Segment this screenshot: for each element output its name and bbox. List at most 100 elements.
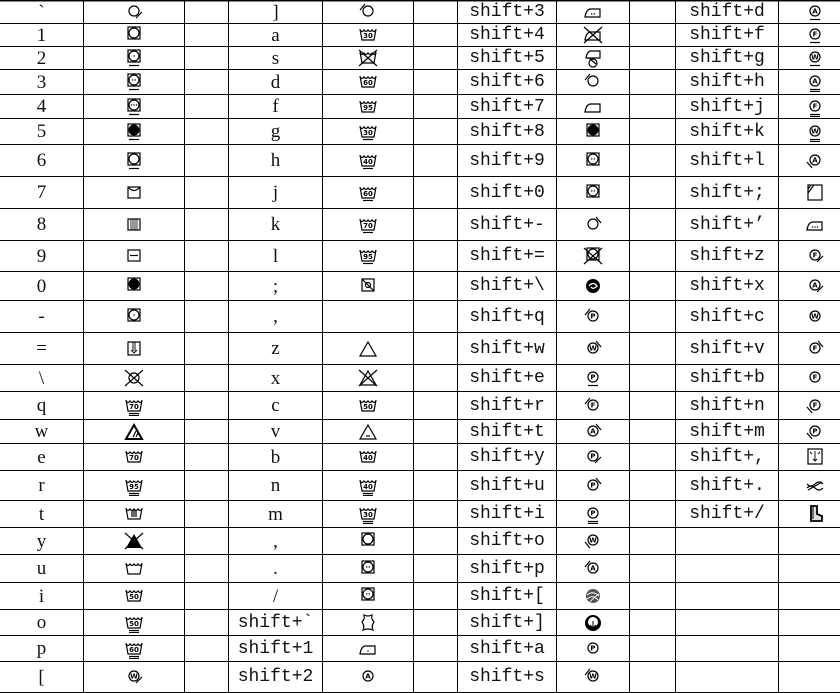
empty-cell: [184, 500, 229, 528]
key-label: 9: [36, 245, 47, 267]
key-cell: shift+[: [457, 582, 557, 610]
symbol-cell: [83, 364, 185, 392]
svg-text:60: 60: [363, 190, 373, 198]
symbol-cell: [778, 635, 840, 662]
key-cell: o: [0, 609, 84, 636]
key-label: 5: [36, 121, 47, 142]
symbol-cell: W: [556, 332, 630, 365]
key-label: ,: [273, 530, 278, 552]
key-cell: 3: [0, 69, 84, 95]
symbol-cell: [778, 527, 840, 555]
line-dry-icon: [127, 185, 141, 199]
key-label: shift+.: [689, 475, 765, 496]
empty-cell: [413, 300, 458, 333]
key-label: shift+l: [689, 150, 765, 171]
symbol-cell: [556, 271, 630, 301]
symbol-cell: 30: [322, 500, 414, 528]
symbol-cell: [83, 527, 185, 555]
symbol-cell: P: [556, 300, 630, 333]
symbol-cell: [556, 46, 630, 70]
key-cell: 0: [0, 271, 84, 301]
key-label: n: [270, 475, 281, 496]
key-label: shift+s: [469, 667, 545, 687]
key-label: shift+n: [689, 395, 765, 416]
symbol-cell: 60: [322, 69, 414, 95]
key-cell: x: [228, 364, 323, 392]
symbol-cell: [556, 176, 630, 209]
empty-cell: [184, 94, 229, 119]
key-cell: shift+i: [457, 500, 557, 528]
empty-cell: [184, 332, 229, 365]
circle-f-icon: F: [808, 371, 821, 383]
empty-cell: [413, 94, 458, 119]
svg-text:50: 50: [363, 403, 373, 411]
key-cell: shift+z: [675, 240, 779, 272]
wash-icon: 50: [125, 589, 143, 602]
symbol-cell: 95: [322, 240, 414, 272]
key-label: shift+t: [469, 421, 545, 442]
key-cell: 7: [0, 176, 84, 209]
symbol-cell: W: [778, 46, 840, 70]
key-label: shift+7: [469, 96, 545, 117]
symbol-cell: 95: [322, 94, 414, 119]
key-label: shift+b: [689, 368, 765, 388]
key-label: shift+y: [469, 447, 545, 467]
key-label: shift+=: [469, 246, 545, 266]
symbol-cell: [83, 332, 185, 365]
symbol-cell: A: [556, 554, 630, 583]
key-label: shift+i: [469, 504, 545, 524]
circle-f-icon: F: [808, 249, 823, 263]
svg-text:A: A: [365, 673, 371, 681]
empty-cell: [184, 271, 229, 301]
symbol-cell: [83, 240, 185, 272]
empty-cell: [184, 443, 229, 471]
key-label: e: [37, 446, 46, 468]
symbol-cell: [322, 46, 414, 70]
key-label: ]: [272, 1, 279, 23]
table-row: 3 d 60 shift+6 shift+h A: [0, 69, 840, 95]
circle-f-icon: F: [808, 28, 821, 44]
key-cell: shift+`: [228, 609, 323, 636]
svg-text:70: 70: [363, 222, 373, 230]
empty-cell: [629, 554, 676, 583]
key-label: y: [36, 530, 47, 552]
key-label: shift+a: [469, 638, 545, 659]
key-label: shift+0: [469, 182, 545, 203]
svg-text:A: A: [590, 564, 596, 572]
symbol-cell: 70: [322, 208, 414, 241]
key-cell: shift+q: [457, 300, 557, 333]
square-arrows-icon: [806, 448, 823, 465]
empty-cell: [629, 500, 676, 528]
wash-icon: 30: [359, 28, 377, 41]
tumble-cross-icon: [583, 247, 603, 265]
key-cell: w: [0, 419, 84, 444]
symbol-cell: A: [778, 69, 840, 95]
empty-cell: [413, 500, 458, 528]
empty-cell: [413, 554, 458, 583]
tumble-icon: [361, 587, 375, 601]
key-cell: shift+7: [457, 94, 557, 119]
key-label: 6: [36, 150, 47, 171]
symbol-cell: [322, 554, 414, 583]
svg-text:30: 30: [363, 129, 373, 137]
table-row: y, shift+o W: [0, 527, 840, 555]
empty-cell: [413, 118, 458, 145]
key-label: z: [271, 338, 280, 359]
circle-w-icon: W: [808, 51, 821, 67]
empty-cell: [413, 176, 458, 209]
wash-icon: 50: [359, 399, 377, 412]
key-cell: [675, 582, 779, 610]
wash-icon: 95: [359, 249, 377, 265]
table-row: 2 s shift+5 shift+g W: [0, 46, 840, 70]
key-label: shift+g: [689, 48, 765, 68]
key-cell: y: [0, 527, 84, 555]
circle-icon: [587, 216, 602, 230]
key-cell: [675, 554, 779, 583]
symbol-cell: 60: [322, 176, 414, 209]
key-cell: shift+v: [675, 332, 779, 365]
symbol-cell: [556, 582, 630, 610]
key-label: shift+p: [469, 558, 545, 579]
key-cell: shift+=: [457, 240, 557, 272]
symbol-cell: F: [778, 364, 840, 392]
key-label: 7: [36, 182, 47, 203]
